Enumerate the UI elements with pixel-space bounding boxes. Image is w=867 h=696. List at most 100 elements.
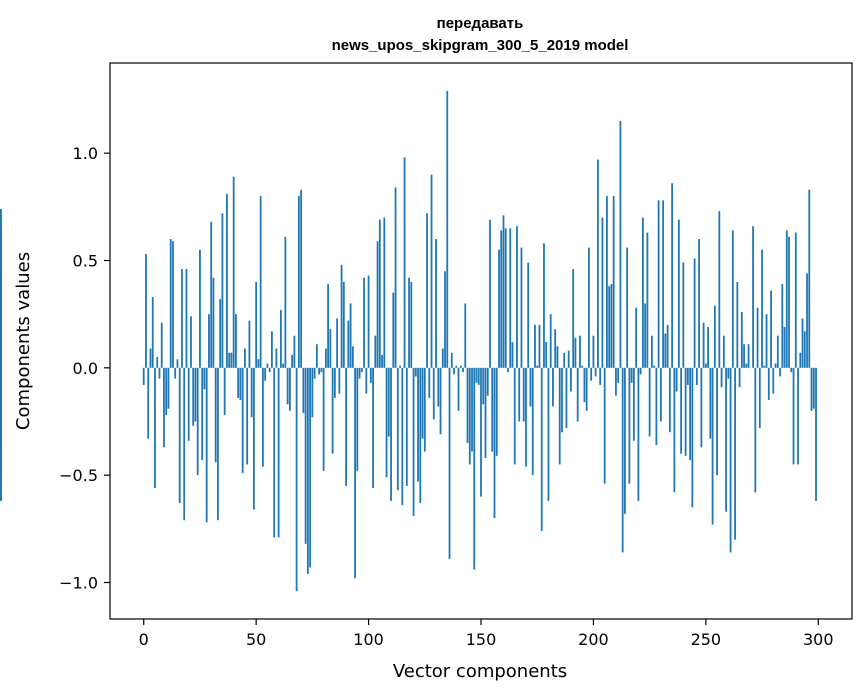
bar-78 [318, 367, 321, 375]
bar-125 [423, 367, 426, 452]
bar-12 [169, 239, 172, 368]
bar-280 [772, 367, 775, 394]
bar-72 [304, 367, 307, 544]
bar-15 [176, 359, 179, 368]
bar-260 [727, 367, 730, 379]
y-tick-label: −1.0 [59, 574, 98, 593]
bar-22 [192, 367, 195, 426]
bar-88 [340, 264, 343, 368]
bar-54 [264, 367, 267, 381]
chart-title: передавать [437, 15, 524, 32]
bar-42 [237, 367, 240, 398]
bar-194 [579, 335, 581, 368]
bar-110 [390, 367, 392, 501]
bar-140 [457, 367, 460, 411]
y-tick-label: −0.5 [59, 466, 98, 485]
bar-68 [295, 367, 298, 592]
x-tick-label: 50 [246, 630, 266, 649]
bar-183 [554, 329, 557, 368]
bar-210 [615, 367, 617, 396]
bar-145 [468, 367, 471, 465]
bar-284 [781, 284, 784, 368]
bar-55 [266, 363, 269, 368]
bar-144 [466, 367, 469, 443]
bar-113 [396, 367, 399, 491]
bar-30 [210, 221, 213, 368]
bar-299 [815, 367, 817, 501]
bar-136 [448, 367, 451, 559]
bar-97 [360, 367, 363, 373]
bar-44 [241, 367, 244, 474]
bar-56 [268, 367, 271, 373]
bar-163 [509, 228, 512, 368]
bar-257 [720, 367, 723, 388]
bar-212 [619, 120, 622, 368]
bar-139 [455, 365, 458, 368]
bar-156 [493, 367, 496, 519]
bar-241 [684, 367, 687, 456]
bar-9 [163, 367, 165, 448]
bar-91 [347, 320, 350, 368]
bar-262 [731, 230, 734, 368]
bar-111 [392, 292, 395, 368]
bar-203 [599, 367, 602, 385]
bar-8 [160, 322, 163, 368]
bar-5 [154, 367, 156, 489]
bar-116 [403, 157, 406, 368]
bar-254 [713, 305, 716, 368]
bar-267 [743, 344, 745, 368]
bar-94 [354, 367, 356, 579]
bar-131 [437, 367, 440, 407]
bar-158 [498, 249, 500, 368]
plot-frame [109, 62, 853, 620]
bar-152 [484, 367, 487, 458]
bar-268 [745, 363, 748, 368]
bar-170 [525, 367, 527, 467]
bar-114 [399, 365, 401, 368]
bar-82 [327, 284, 329, 368]
bar-277 [765, 314, 768, 368]
bar-13 [172, 241, 174, 368]
bar-36 [223, 367, 226, 416]
bar-95 [356, 367, 359, 471]
bar-29 [208, 314, 210, 368]
x-axis-label: Vector components [393, 661, 567, 682]
bar-172 [529, 367, 532, 407]
bar-289 [792, 367, 795, 465]
bar-234 [668, 367, 671, 433]
bar-92 [349, 303, 352, 368]
bar-187 [563, 352, 566, 368]
bar-149 [477, 367, 480, 385]
bar-154 [489, 219, 491, 368]
bar-249 [702, 322, 705, 368]
bar-192 [574, 337, 577, 368]
bar-124 [421, 367, 424, 439]
bar-35 [221, 213, 224, 368]
bar-45 [244, 348, 246, 368]
bar-19 [185, 269, 188, 368]
bar-14 [174, 367, 177, 379]
bar-79 [320, 367, 323, 373]
bar-223 [644, 303, 647, 368]
bar-23 [194, 367, 197, 422]
bar-225 [648, 367, 651, 437]
bar-155 [491, 367, 494, 452]
bar-195 [581, 365, 584, 368]
bar-25 [199, 249, 201, 368]
x-tick-label: 150 [466, 630, 497, 649]
bar-20 [187, 367, 190, 441]
bar-48 [250, 367, 253, 418]
bar-117 [405, 367, 408, 486]
bar-232 [664, 333, 667, 368]
bar-213 [621, 367, 624, 553]
bar-86 [336, 318, 338, 368]
bar-245 [693, 258, 696, 368]
bar-122 [417, 367, 419, 482]
bar-248 [700, 367, 703, 448]
bar-191 [572, 269, 575, 368]
bar-237 [675, 367, 678, 392]
bar-142 [462, 367, 464, 373]
bar-80 [322, 367, 325, 471]
bar-159 [500, 230, 503, 368]
bar-272 [754, 367, 757, 493]
